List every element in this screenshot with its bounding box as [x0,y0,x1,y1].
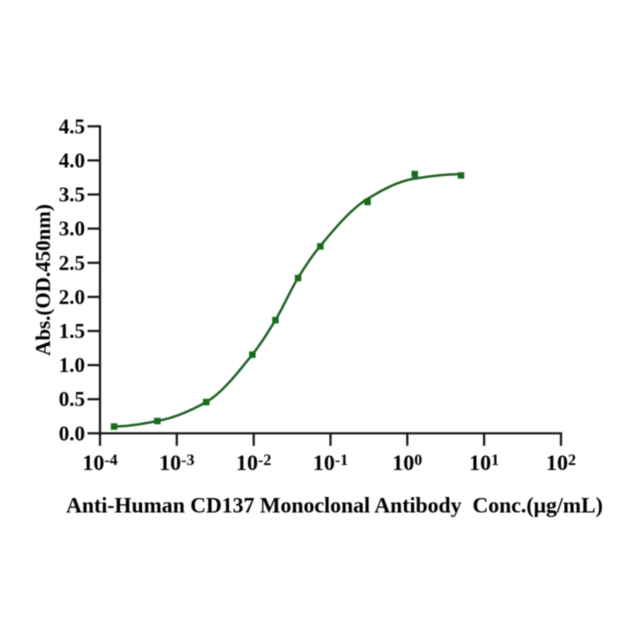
svg-text:4.0: 4.0 [59,148,85,172]
svg-text:10-3: 10-3 [159,450,194,475]
svg-text:3.0: 3.0 [59,217,85,241]
svg-text:10-4: 10-4 [82,450,117,475]
svg-text:3.5: 3.5 [59,183,85,207]
svg-text:10-2: 10-2 [236,450,271,475]
svg-text:102: 102 [546,450,576,475]
svg-text:1.5: 1.5 [59,319,85,343]
svg-text:Anti-Human CD137 Monoclonal An: Anti-Human CD137 Monoclonal Antibody Con… [66,494,603,518]
svg-text:100: 100 [392,450,422,475]
svg-text:1.0: 1.0 [59,353,85,377]
svg-text:0.0: 0.0 [59,421,85,445]
svg-text:0.5: 0.5 [59,387,85,411]
svg-text:4.5: 4.5 [59,114,85,138]
svg-text:2.0: 2.0 [59,285,85,309]
svg-text:Abs.(OD.450nm): Abs.(OD.450nm) [31,204,55,356]
svg-text:101: 101 [469,450,499,475]
svg-text:10-1: 10-1 [313,450,348,475]
svg-text:2.5: 2.5 [59,251,85,275]
